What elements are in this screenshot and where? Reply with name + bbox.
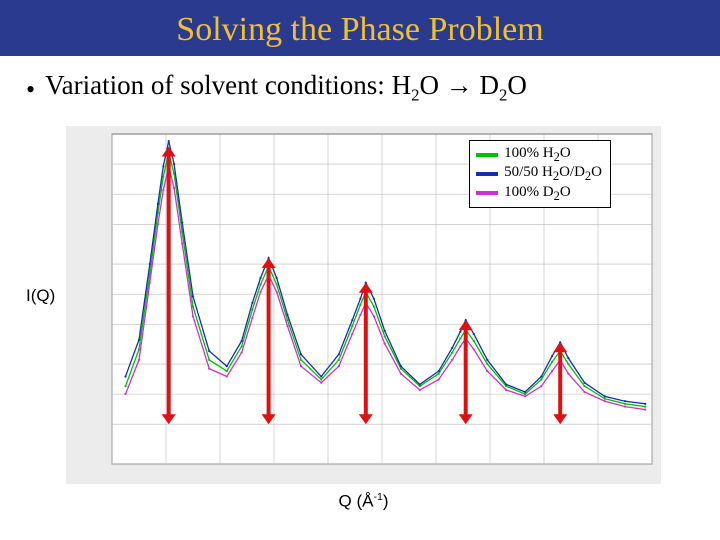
legend: 100% H2O50/50 H2O/D2O100% D2O (469, 140, 611, 208)
title-bar: Solving the Phase Problem (0, 0, 720, 56)
bullet-dot: • (26, 75, 35, 104)
legend-item: 50/50 H2O/D2O (476, 164, 602, 183)
legend-label: 50/50 H2O/D2O (504, 164, 602, 183)
bullet-line: • Variation of solvent conditions: H2O →… (0, 56, 720, 105)
legend-swatch (476, 191, 498, 195)
legend-item: 100% D2O (476, 184, 602, 203)
legend-swatch (476, 172, 498, 176)
chart-container: I(Q) Q (Å-1) 100% H2O50/50 H2O/D2O100% D… (66, 126, 661, 484)
legend-label: 100% D2O (504, 184, 571, 203)
legend-item: 100% H2O (476, 145, 602, 164)
slide-title: Solving the Phase Problem (176, 11, 543, 49)
x-axis-label: Q (Å-1) (66, 491, 661, 512)
y-axis-label: I(Q) (26, 286, 55, 306)
legend-label: 100% H2O (504, 145, 571, 164)
legend-swatch (476, 153, 498, 157)
bullet-text: Variation of solvent conditions: H2O → D… (45, 70, 527, 100)
